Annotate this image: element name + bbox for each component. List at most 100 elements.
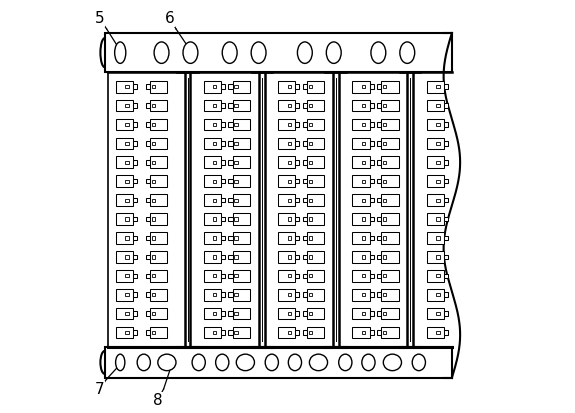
Bar xyxy=(352,119,370,131)
Bar xyxy=(427,157,444,168)
Bar xyxy=(303,273,307,278)
Bar xyxy=(152,236,155,240)
Bar xyxy=(296,198,300,202)
Bar xyxy=(232,194,250,206)
Bar xyxy=(234,85,237,88)
Bar xyxy=(234,161,237,164)
Ellipse shape xyxy=(251,42,266,63)
Bar xyxy=(362,236,365,240)
Bar xyxy=(436,104,439,107)
Bar xyxy=(228,103,232,108)
Bar xyxy=(436,312,439,315)
Bar xyxy=(204,327,221,338)
Ellipse shape xyxy=(192,354,205,371)
Text: 8: 8 xyxy=(152,393,162,408)
Bar xyxy=(146,236,150,240)
Bar xyxy=(213,161,216,164)
Bar xyxy=(296,273,300,278)
Bar xyxy=(296,103,300,108)
Bar xyxy=(213,180,216,183)
Bar xyxy=(234,255,237,259)
Bar xyxy=(278,289,296,301)
Ellipse shape xyxy=(288,354,301,371)
Bar xyxy=(152,331,155,334)
Bar xyxy=(150,213,167,225)
Bar xyxy=(150,194,167,206)
Bar xyxy=(303,236,307,240)
Bar xyxy=(232,308,250,320)
Bar xyxy=(296,292,300,297)
Bar xyxy=(213,331,216,334)
Bar xyxy=(288,293,291,297)
Bar xyxy=(146,330,150,335)
Bar xyxy=(278,81,296,93)
Bar xyxy=(232,289,250,301)
Bar xyxy=(221,179,225,183)
Bar xyxy=(133,84,137,89)
Bar xyxy=(309,123,312,126)
Bar xyxy=(296,160,300,164)
Bar xyxy=(232,119,250,131)
Bar xyxy=(234,331,237,334)
Bar xyxy=(427,270,444,282)
Bar xyxy=(383,123,386,126)
Bar xyxy=(427,308,444,320)
Bar xyxy=(309,331,312,334)
Bar xyxy=(133,273,137,278)
Bar xyxy=(436,85,439,88)
Bar xyxy=(152,312,155,315)
Bar xyxy=(204,289,221,301)
Ellipse shape xyxy=(154,42,169,63)
Bar xyxy=(228,198,232,202)
Bar xyxy=(303,217,307,221)
Bar xyxy=(150,327,167,338)
Bar xyxy=(303,103,307,108)
Bar xyxy=(296,217,300,221)
Bar xyxy=(221,273,225,278)
Bar xyxy=(232,81,250,93)
Bar xyxy=(146,273,150,278)
Bar xyxy=(152,217,155,221)
Ellipse shape xyxy=(400,42,415,63)
Bar xyxy=(204,232,221,244)
Bar xyxy=(133,236,137,240)
Bar xyxy=(146,160,150,164)
Bar xyxy=(307,176,324,187)
Bar xyxy=(105,347,452,378)
Bar xyxy=(370,179,374,183)
Bar xyxy=(383,312,386,315)
Bar xyxy=(278,251,296,263)
Bar xyxy=(150,251,167,263)
Bar xyxy=(234,236,237,240)
Bar xyxy=(288,331,291,334)
Bar xyxy=(352,270,370,282)
Bar xyxy=(228,141,232,146)
Bar xyxy=(278,176,296,187)
Bar xyxy=(221,236,225,240)
Bar xyxy=(228,236,232,240)
Bar xyxy=(125,123,129,126)
Bar xyxy=(309,104,312,107)
Bar xyxy=(377,255,381,259)
Bar xyxy=(146,311,150,316)
Ellipse shape xyxy=(362,354,375,371)
Bar xyxy=(278,194,296,206)
Bar xyxy=(427,194,444,206)
Bar xyxy=(221,103,225,108)
Bar xyxy=(381,157,398,168)
Bar xyxy=(234,217,237,221)
Bar xyxy=(213,123,216,126)
Bar xyxy=(370,330,374,335)
Bar xyxy=(133,217,137,221)
Bar xyxy=(125,274,129,278)
Bar xyxy=(228,292,232,297)
Bar xyxy=(381,176,398,187)
Bar xyxy=(362,255,365,259)
Bar xyxy=(303,141,307,146)
Bar xyxy=(296,179,300,183)
Bar xyxy=(213,85,216,88)
Bar xyxy=(436,180,439,183)
Bar xyxy=(352,232,370,244)
Bar xyxy=(204,119,221,131)
Bar xyxy=(436,217,439,221)
